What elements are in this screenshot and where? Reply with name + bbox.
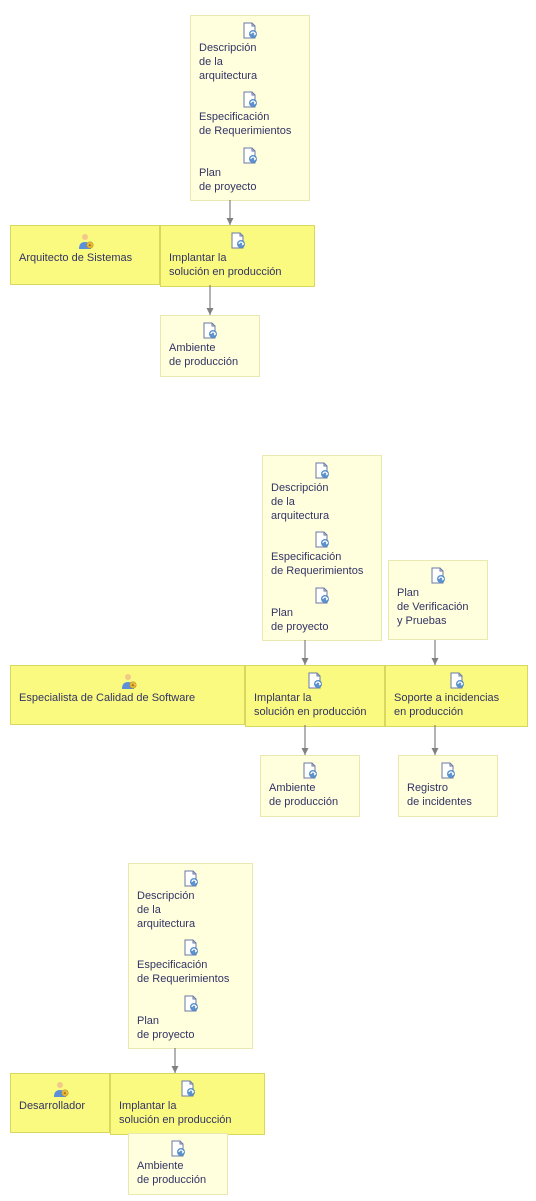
- document-icon: [439, 762, 457, 780]
- document-icon: [306, 672, 324, 690]
- document-icon: [429, 567, 447, 585]
- document-icon: [313, 462, 331, 480]
- box-label: Desarrollador: [19, 1100, 101, 1114]
- artifact-label: Plan: [199, 167, 301, 181]
- box-label: Implantar la: [169, 252, 306, 266]
- box-label: Implantar la: [119, 1100, 256, 1114]
- box-label: solución en producción: [254, 706, 376, 720]
- box-label: Registro: [407, 782, 489, 796]
- document-icon: [169, 1140, 187, 1158]
- output-box: Ambientede producción: [160, 315, 260, 377]
- person-icon: [76, 232, 94, 250]
- artifact-item: Especificaciónde Requerimientos: [271, 531, 373, 579]
- artifact-label: Especificación: [271, 551, 373, 565]
- artifact-label: de Requerimientos: [271, 565, 373, 579]
- flow-arrow: [300, 635, 310, 670]
- box-label: Soporte a incidencias: [394, 692, 519, 706]
- document-icon: [313, 531, 331, 549]
- box-label: Arquitecto de Sistemas: [19, 252, 151, 266]
- artifact-label: Especificación: [137, 959, 244, 973]
- box-label: de incidentes: [407, 796, 489, 810]
- task-box: Implantar lasolución en producción: [110, 1073, 265, 1135]
- artifact-item: Plande proyecto: [137, 995, 244, 1043]
- box-label: Ambiente: [137, 1160, 219, 1174]
- box-label: solución en producción: [169, 266, 306, 280]
- box-label: de producción: [269, 796, 351, 810]
- artifact-item: Plande proyecto: [199, 147, 301, 195]
- output-box2: Registrode incidentes: [398, 755, 498, 817]
- artifact-label: Descripción: [271, 482, 373, 496]
- task-box: Implantar lasolución en producción: [160, 225, 315, 287]
- box-label: Ambiente: [269, 782, 351, 796]
- artifact-label: arquitectura: [199, 70, 301, 84]
- artifact-label: Descripción: [137, 890, 244, 904]
- role-box: Arquitecto de Sistemas: [10, 225, 160, 285]
- artifact-label: de proyecto: [199, 181, 301, 195]
- artifact-label: de proyecto: [271, 621, 373, 635]
- artifact-item: Plande Verificacióny Pruebas: [397, 567, 479, 628]
- artifact-item: Descripciónde laarquitectura: [137, 870, 244, 931]
- flow-arrow: [225, 195, 235, 230]
- artifact-label: de Verificación: [397, 601, 479, 615]
- artifact-label: de la: [271, 496, 373, 510]
- flow-arrow: [430, 720, 440, 760]
- document-icon: [182, 995, 200, 1013]
- person-icon: [119, 672, 137, 690]
- box-label: Implantar la: [254, 692, 376, 706]
- artifact-label: arquitectura: [137, 918, 244, 932]
- document-icon: [313, 587, 331, 605]
- task-box2: Soporte a incidenciasen producción: [385, 665, 528, 727]
- document-icon: [241, 22, 259, 40]
- artifact-label: Plan: [137, 1015, 244, 1029]
- artifact-label: de Requerimientos: [199, 125, 301, 139]
- artifact-item: Plande proyecto: [271, 587, 373, 635]
- box-label: Especialista de Calidad de Software: [19, 692, 236, 706]
- box-label: de producción: [137, 1174, 219, 1188]
- artifact-label: de la: [199, 56, 301, 70]
- artifact-item: Descripciónde laarquitectura: [271, 462, 373, 523]
- artifact-label: Especificación: [199, 111, 301, 125]
- artifact-label: Plan: [397, 587, 479, 601]
- box-label: solución en producción: [119, 1114, 256, 1128]
- artifact-label: de la: [137, 904, 244, 918]
- inputs-box: Descripciónde laarquitectura Especificac…: [262, 455, 382, 641]
- role-box: Especialista de Calidad de Software: [10, 665, 245, 725]
- flow-arrow: [170, 1043, 180, 1078]
- document-icon: [241, 91, 259, 109]
- inputs-box: Descripciónde laarquitectura Especificac…: [190, 15, 310, 201]
- flow-arrow: [300, 720, 310, 760]
- artifact-item: Especificaciónde Requerimientos: [199, 91, 301, 139]
- document-icon: [301, 762, 319, 780]
- output-box: Ambientede producción: [128, 1133, 228, 1195]
- document-icon: [229, 232, 247, 250]
- inputs-box: Descripciónde laarquitectura Especificac…: [128, 863, 253, 1049]
- task-box: Implantar lasolución en producción: [245, 665, 385, 727]
- box-label: en producción: [394, 706, 519, 720]
- artifact-label: de proyecto: [137, 1029, 244, 1043]
- output-box: Ambientede producción: [260, 755, 360, 817]
- flow-arrow: [430, 635, 440, 670]
- artifact-label: de Requerimientos: [137, 973, 244, 987]
- role-box: Desarrollador: [10, 1073, 110, 1133]
- document-icon: [182, 870, 200, 888]
- document-icon: [448, 672, 466, 690]
- document-icon: [179, 1080, 197, 1098]
- artifact-label: Descripción: [199, 42, 301, 56]
- inputs-box2: Plande Verificacióny Pruebas: [388, 560, 488, 640]
- artifact-item: Descripciónde laarquitectura: [199, 22, 301, 83]
- artifact-label: Plan: [271, 607, 373, 621]
- box-label: Ambiente: [169, 342, 251, 356]
- artifact-label: y Pruebas: [397, 615, 479, 629]
- document-icon: [182, 939, 200, 957]
- document-icon: [201, 322, 219, 340]
- flow-arrow: [205, 280, 215, 320]
- box-label: de producción: [169, 356, 251, 370]
- document-icon: [241, 147, 259, 165]
- artifact-label: arquitectura: [271, 510, 373, 524]
- artifact-item: Especificaciónde Requerimientos: [137, 939, 244, 987]
- person-icon: [51, 1080, 69, 1098]
